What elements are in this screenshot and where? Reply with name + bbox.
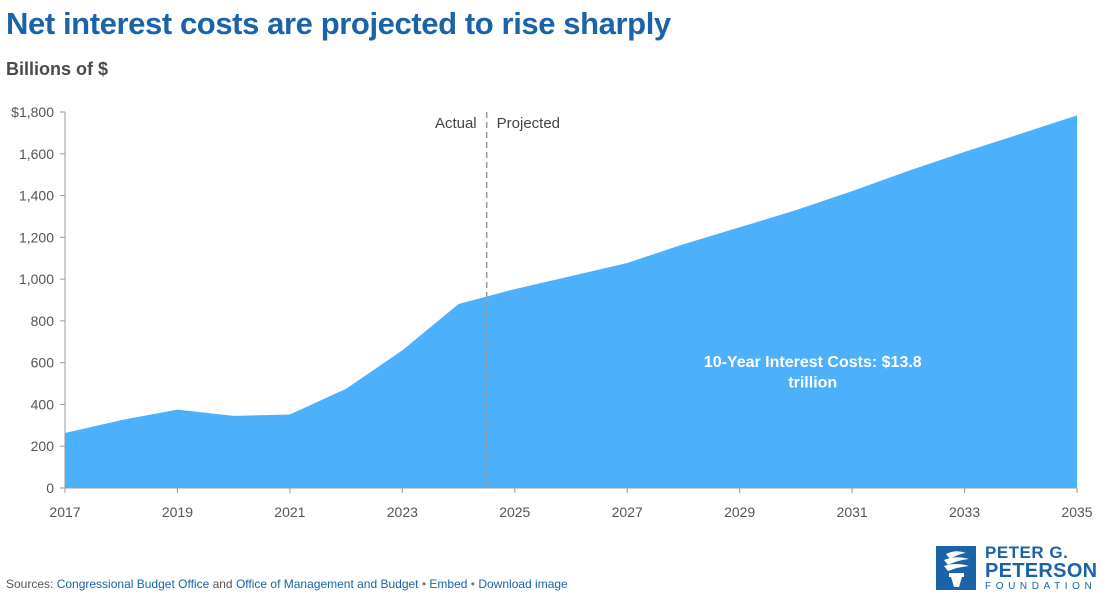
embed-link[interactable]: Embed (429, 577, 468, 591)
chart-subtitle: Billions of $ (6, 59, 109, 79)
actual-label: Actual (435, 115, 477, 132)
x-tick-label: 2029 (724, 504, 755, 520)
y-tick-label: 1,400 (19, 188, 54, 204)
y-tick-label: 0 (46, 480, 54, 496)
chart-title: Net interest costs are projected to rise… (6, 6, 671, 41)
logo-line-2: PETERSON (985, 560, 1098, 582)
y-tick-label: $1,800 (11, 104, 54, 120)
y-tick-label: 1,600 (19, 146, 54, 162)
logo-line-3: FOUNDATION (985, 581, 1097, 592)
interest-cost-area (65, 115, 1077, 488)
download-image-link[interactable]: Download image (478, 577, 568, 591)
peterson-foundation-logo[interactable]: PETER G. PETERSON FOUNDATION (936, 544, 1101, 592)
y-tick-label: 800 (31, 313, 55, 329)
x-tick-label: 2023 (387, 504, 418, 520)
annotation-line-1: 10-Year Interest Costs: $13.8 (704, 354, 922, 371)
projected-label: Projected (497, 115, 560, 132)
source-cbo-link[interactable]: Congressional Budget Office (56, 577, 210, 591)
x-tick-label: 2025 (499, 504, 530, 520)
x-tick-label: 2035 (1061, 504, 1092, 520)
x-tick-label: 2027 (612, 504, 643, 520)
y-tick-label: 1,200 (19, 229, 54, 245)
y-tick-label: 600 (31, 355, 55, 371)
footer-bullet-2: • (470, 577, 475, 591)
logo-wordmark: PETER G. PETERSON FOUNDATION (985, 544, 1097, 592)
x-tick-label: 2019 (162, 504, 193, 520)
x-tick-label: 2017 (49, 504, 80, 520)
y-tick-label: 200 (31, 438, 55, 454)
sources-and: and (209, 577, 236, 591)
logo-line-1: PETER G. (985, 543, 1069, 562)
footer-bullet-1: • (421, 577, 427, 591)
y-tick-label: 400 (31, 396, 55, 412)
area-chart: 02004006008001,0001,2001,4001,600$1,800 … (11, 104, 1093, 520)
torch-icon (936, 546, 976, 590)
y-tick-label: 1,000 (19, 271, 54, 287)
x-tick-label: 2021 (274, 504, 305, 520)
source-omb-link[interactable]: Office of Management and Budget (235, 577, 419, 591)
x-tick-label: 2033 (949, 504, 980, 520)
annotation-line-2: trillion (788, 375, 837, 392)
sources-prefix: Sources: (6, 577, 57, 591)
sources-footer: Sources: Congressional Budget Office and… (6, 577, 568, 591)
x-tick-label: 2031 (837, 504, 868, 520)
